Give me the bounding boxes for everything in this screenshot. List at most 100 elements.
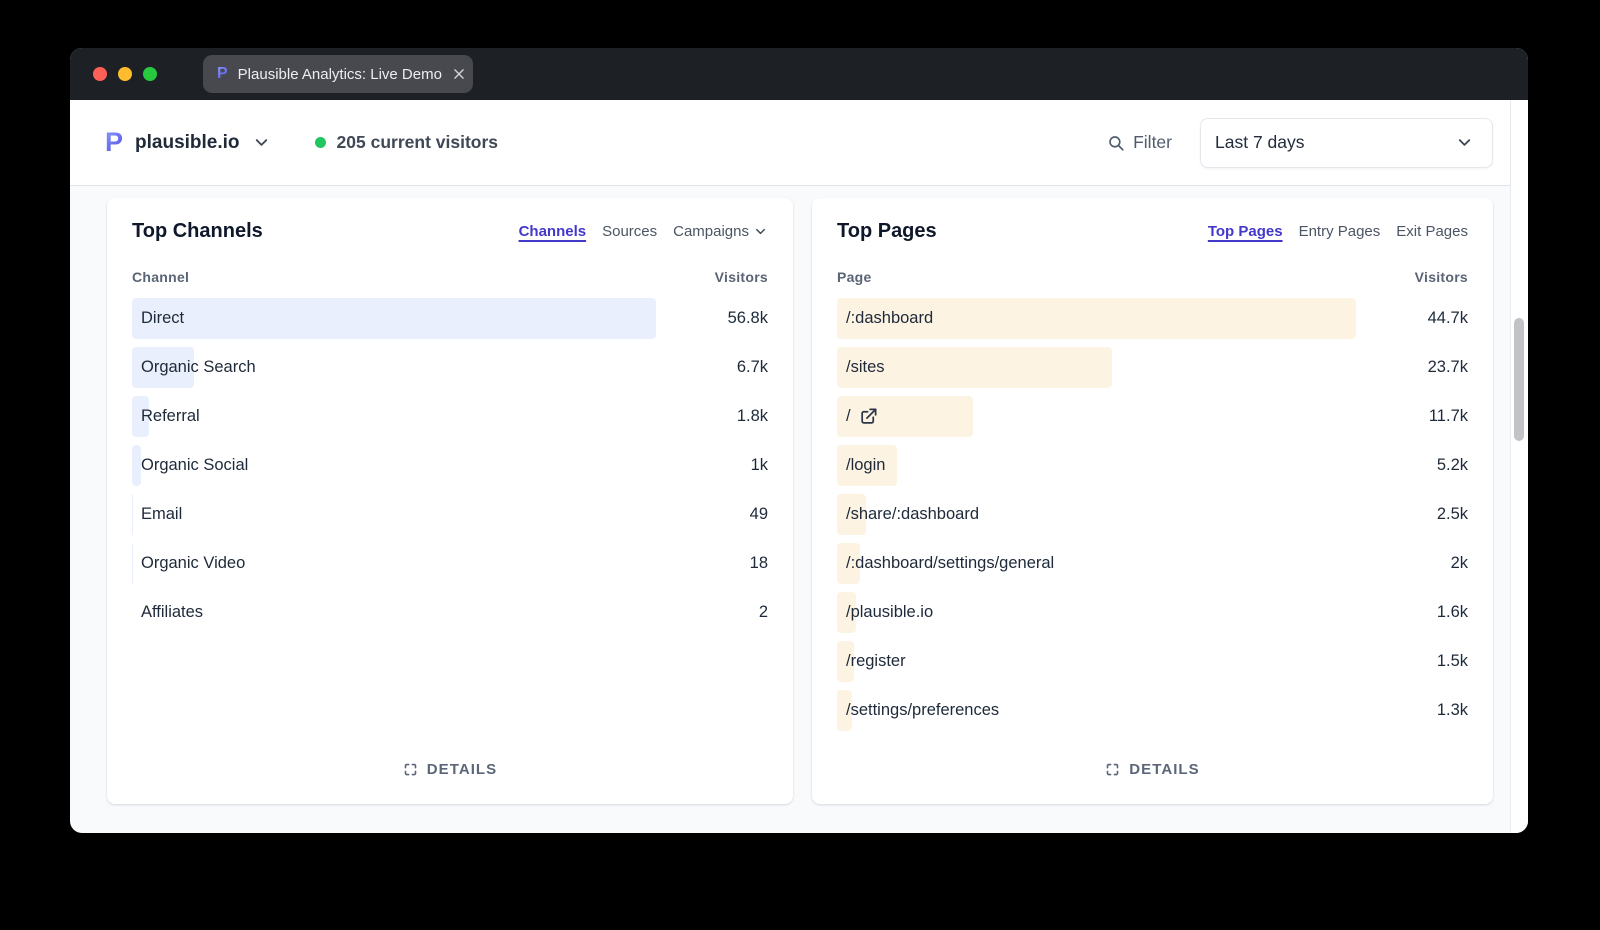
row-value: 23.7k — [1427, 358, 1468, 376]
top-channels-card: Top Channels Channels Sources Campaigns Ch… — [107, 198, 793, 804]
table-row[interactable]: /sites 23.7k — [837, 347, 1468, 388]
row-track: /:dashboard/settings/general — [837, 543, 1356, 584]
row-track: /register — [837, 641, 1356, 682]
tab-close-icon[interactable] — [452, 67, 466, 81]
external-link-icon[interactable] — [859, 407, 878, 426]
table-row[interactable]: /login 5.2k — [837, 445, 1468, 486]
tab-entry-pages[interactable]: Entry Pages — [1299, 223, 1381, 240]
pages-details-button[interactable]: DETAILS — [1105, 761, 1199, 778]
row-label: /sites — [846, 358, 885, 376]
search-icon — [1107, 134, 1125, 152]
tab-channels[interactable]: Channels — [519, 223, 587, 240]
row-value: 44.7k — [1427, 309, 1468, 327]
row-bar — [837, 543, 861, 584]
table-row[interactable]: Direct 56.8k — [132, 298, 768, 339]
row-bar — [837, 396, 973, 437]
row-track: /share/:dashboard — [837, 494, 1356, 535]
table-row[interactable]: /settings/preferences 1.3k — [837, 690, 1468, 731]
table-row[interactable]: /share/:dashboard 2.5k — [837, 494, 1468, 535]
channels-details-button[interactable]: DETAILS — [403, 761, 497, 778]
row-track: /plausible.io — [837, 592, 1356, 633]
table-row[interactable]: Organic Video 18 — [132, 543, 768, 584]
row-label: /login — [846, 456, 886, 474]
plausible-favicon-icon: P — [217, 65, 228, 82]
window-close-button[interactable] — [93, 67, 107, 81]
expand-icon — [403, 762, 418, 777]
plausible-logo-icon: P — [105, 127, 124, 157]
row-value: 5.2k — [1436, 456, 1468, 474]
row-value: 2.5k — [1436, 505, 1468, 523]
tab-title: Plausible Analytics: Live Demo — [237, 65, 442, 83]
table-row[interactable]: /plausible.io 1.6k — [837, 592, 1468, 633]
date-range-select[interactable]: Last 7 days — [1200, 117, 1493, 168]
tab-sources[interactable]: Sources — [602, 223, 657, 240]
window-zoom-button[interactable] — [143, 67, 157, 81]
table-row[interactable]: / 11.7k — [837, 396, 1468, 437]
row-label: /settings/preferences — [846, 701, 1000, 719]
column-header-value: Visitors — [714, 269, 768, 285]
row-track: / — [837, 396, 1356, 437]
table-row[interactable]: Organic Social 1k — [132, 445, 768, 486]
table-row[interactable]: /:dashboard/settings/general 2k — [837, 543, 1468, 584]
tab-exit-pages[interactable]: Exit Pages — [1396, 223, 1468, 240]
scrollbar-track[interactable] — [1510, 100, 1528, 833]
row-track: Email — [132, 494, 656, 535]
row-label: Organic Video — [141, 554, 246, 572]
row-bar — [132, 396, 149, 437]
visitors-text: 205 current visitors — [336, 132, 499, 152]
dashboard-content: Top Channels Channels Sources Campaigns Ch… — [70, 186, 1510, 833]
chevron-down-icon — [252, 133, 271, 152]
table-row[interactable]: Email 49 — [132, 494, 768, 535]
pages-tab-bar: Top Pages Entry Pages Exit Pages — [1208, 223, 1468, 240]
expand-icon — [1105, 762, 1120, 777]
row-label: /plausible.io — [846, 603, 934, 621]
row-track: Organic Social — [132, 445, 656, 486]
tab-top-pages[interactable]: Top Pages — [1208, 223, 1283, 240]
row-bar — [837, 494, 866, 535]
row-bar — [837, 690, 853, 731]
browser-window: P Plausible Analytics: Live Demo P plaus… — [70, 48, 1528, 833]
header-actions: Filter Last 7 days — [1107, 117, 1493, 168]
tab-campaigns[interactable]: Campaigns — [673, 223, 768, 240]
column-header-name: Channel — [132, 269, 190, 285]
row-bar — [132, 298, 656, 339]
row-label: /register — [846, 652, 906, 670]
row-value: 1k — [750, 456, 768, 474]
row-value: 11.7k — [1428, 407, 1468, 425]
row-track: /login — [837, 445, 1356, 486]
window-minimize-button[interactable] — [118, 67, 132, 81]
tab-label: Sources — [602, 223, 658, 240]
table-row[interactable]: /register 1.5k — [837, 641, 1468, 682]
row-value: 1.5k — [1436, 652, 1468, 670]
row-value: 1.8k — [736, 407, 768, 425]
row-value: 1.6k — [1436, 603, 1468, 621]
scrollbar-thumb[interactable] — [1514, 318, 1524, 441]
channels-table: Direct 56.8k Organic Search 6.7k Referral 1.8… — [132, 298, 768, 641]
row-bar — [132, 445, 142, 486]
row-label: /share/:dashboard — [846, 505, 980, 523]
row-label: Organic Social — [141, 456, 249, 474]
column-header-value: Visitors — [1414, 269, 1468, 285]
browser-titlebar: P Plausible Analytics: Live Demo — [70, 48, 1528, 100]
tab-label: Top Pages — [1207, 223, 1283, 240]
table-row[interactable]: /:dashboard 44.7k — [837, 298, 1468, 339]
table-row[interactable]: Affiliates 2 — [132, 592, 768, 633]
row-bar — [837, 641, 855, 682]
column-header-name: Page — [837, 269, 872, 285]
row-bar — [837, 592, 856, 633]
tab-label: Campaigns — [673, 223, 749, 240]
row-bar — [837, 445, 898, 486]
row-bar — [132, 347, 194, 388]
site-domain: plausible.io — [135, 131, 240, 153]
row-track: Organic Video — [132, 543, 656, 584]
table-row[interactable]: Organic Search 6.7k — [132, 347, 768, 388]
current-visitors[interactable]: 205 current visitors — [314, 132, 499, 153]
row-value: 1.3k — [1436, 701, 1468, 719]
site-picker[interactable]: P plausible.io — [105, 129, 271, 156]
table-row[interactable]: Referral 1.8k — [132, 396, 768, 437]
row-track: Direct — [132, 298, 656, 339]
filter-button[interactable]: Filter — [1107, 132, 1172, 153]
browser-tab[interactable]: P Plausible Analytics: Live Demo — [203, 55, 473, 93]
card-title: Top Channels — [132, 220, 263, 242]
row-label: /:dashboard/settings/general — [846, 554, 1055, 572]
